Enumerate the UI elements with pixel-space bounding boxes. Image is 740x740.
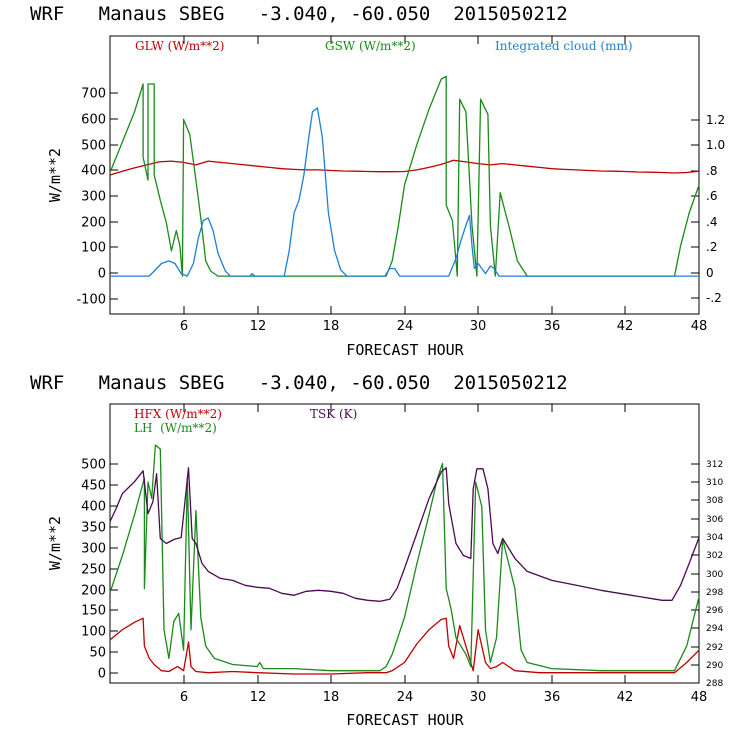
top-left-y-ticks: -100 0 100 200 300 400 500 600 700 xyxy=(76,87,118,308)
top-legend-cloud: Integrated cloud (mm) xyxy=(495,39,633,53)
bottom-right-tick: 296 xyxy=(706,606,723,616)
top-y-axis-label: W/m**2 xyxy=(46,148,64,202)
bottom-y-tick: 350 xyxy=(81,521,106,536)
bottom-left-y-ticks: 0 50 100 150 200 250 300 350 400 450 500 xyxy=(81,458,118,682)
bottom-right-tick: 312 xyxy=(706,460,723,470)
bottom-x-tick: 30 xyxy=(470,690,487,705)
top-y-tick: -100 xyxy=(76,293,106,308)
top-right-tick: .6 xyxy=(706,189,717,203)
bottom-right-tick: 294 xyxy=(706,624,723,634)
bottom-x-tick: 48 xyxy=(691,690,708,705)
bottom-y-axis-label: W/m**2 xyxy=(46,516,64,570)
bottom-x-tick: 24 xyxy=(397,690,414,705)
top-panel: WRF Manaus SBEG -3.040, -60.050 20150502… xyxy=(30,3,725,359)
bottom-right-tick: 308 xyxy=(706,496,723,506)
top-y-tick: 500 xyxy=(81,139,106,154)
top-chart-title: WRF Manaus SBEG -3.040, -60.050 20150502… xyxy=(30,3,568,25)
top-series-group xyxy=(109,75,700,277)
bottom-right-tick: 302 xyxy=(706,551,723,561)
bottom-x-ticks: 6 12 18 24 30 36 42 48 xyxy=(180,404,707,705)
bottom-y-tick: 50 xyxy=(89,646,106,661)
bottom-y-tick: 450 xyxy=(81,479,106,494)
top-x-tick: 12 xyxy=(250,319,267,334)
top-right-tick: 1.0 xyxy=(706,138,725,152)
bottom-right-tick: 292 xyxy=(706,643,723,653)
bottom-right-tick: 288 xyxy=(706,679,723,689)
top-x-tick: 36 xyxy=(544,319,561,334)
bottom-right-tick: 310 xyxy=(706,478,723,488)
top-x-tick: 18 xyxy=(323,319,340,334)
bottom-x-tick: 18 xyxy=(323,690,340,705)
bottom-y-tick: 250 xyxy=(81,563,106,578)
bottom-legend-tsk: TSK (K) xyxy=(310,407,357,421)
bottom-chart-title: WRF Manaus SBEG -3.040, -60.050 20150502… xyxy=(30,372,568,394)
top-y-tick: 300 xyxy=(81,190,106,205)
bottom-x-tick: 12 xyxy=(250,690,267,705)
top-y-tick: 400 xyxy=(81,164,106,179)
bottom-plot-frame xyxy=(109,403,700,684)
top-y-tick: 100 xyxy=(81,241,106,256)
top-legend-gsw: GSW (W/m**2) xyxy=(325,39,416,53)
bottom-y-tick: 400 xyxy=(81,500,106,515)
top-right-tick: .4 xyxy=(706,215,717,229)
top-series-glw-line xyxy=(109,159,700,176)
bottom-series-right-tsk-line xyxy=(109,467,700,602)
top-right-tick: -.2 xyxy=(706,291,722,305)
top-x-tick: 30 xyxy=(470,319,487,334)
bottom-x-tick: 36 xyxy=(544,690,561,705)
top-right-tick: 0 xyxy=(706,266,714,280)
bottom-right-tick: 290 xyxy=(706,661,723,671)
bottom-series-group xyxy=(109,444,700,675)
top-x-axis-label: FORECAST HOUR xyxy=(346,341,464,359)
bottom-x-tick: 6 xyxy=(180,690,188,705)
top-right-tick: .8 xyxy=(706,164,717,178)
top-y-tick: 700 xyxy=(81,87,106,102)
bottom-y-tick: 300 xyxy=(81,542,106,557)
top-plot-frame xyxy=(109,35,700,315)
bottom-right-tick: 306 xyxy=(706,515,723,525)
top-right-tick: 1.2 xyxy=(706,113,725,127)
top-y-tick: 600 xyxy=(81,113,106,128)
top-x-tick: 48 xyxy=(691,319,708,334)
bottom-y-tick: 0 xyxy=(98,667,106,682)
top-x-tick: 24 xyxy=(397,319,414,334)
top-legend-glw: GLW (W/m**2) xyxy=(135,39,224,53)
bottom-y-tick: 500 xyxy=(81,458,106,473)
bottom-y-tick: 100 xyxy=(81,625,106,640)
bottom-series-lh-line xyxy=(109,444,700,672)
bottom-legend-lh: LH (W/m**2) xyxy=(134,421,217,435)
bottom-y-tick: 150 xyxy=(81,604,106,619)
bottom-x-axis-label: FORECAST HOUR xyxy=(346,711,464,729)
top-right-tick: .2 xyxy=(706,240,717,254)
top-x-tick: 6 xyxy=(180,319,188,334)
bottom-series-hfx-line xyxy=(109,617,700,675)
bottom-right-tick: 298 xyxy=(706,588,723,598)
top-series-gsw-line xyxy=(109,75,700,277)
bottom-right-y-ticks: 288 290 292 294 296 298 300 302 304 306 … xyxy=(691,460,723,689)
bottom-legend-hfx: HFX (W/m**2) xyxy=(134,407,222,421)
top-y-tick: 200 xyxy=(81,216,106,231)
bottom-x-tick: 42 xyxy=(617,690,634,705)
top-y-tick: 0 xyxy=(98,267,106,282)
top-right-y-ticks: -.2 0 .2 .4 .6 .8 1.0 1.2 xyxy=(691,113,725,305)
bottom-panel: WRF Manaus SBEG -3.040, -60.050 20150502… xyxy=(30,372,723,729)
bottom-right-tick: 300 xyxy=(706,570,723,580)
bottom-right-tick: 304 xyxy=(706,533,723,543)
bottom-y-tick: 200 xyxy=(81,584,106,599)
top-x-tick: 42 xyxy=(617,319,634,334)
top-series-right-integrated-line xyxy=(110,107,699,277)
top-x-ticks: 6 12 18 24 30 36 42 48 xyxy=(180,36,707,334)
